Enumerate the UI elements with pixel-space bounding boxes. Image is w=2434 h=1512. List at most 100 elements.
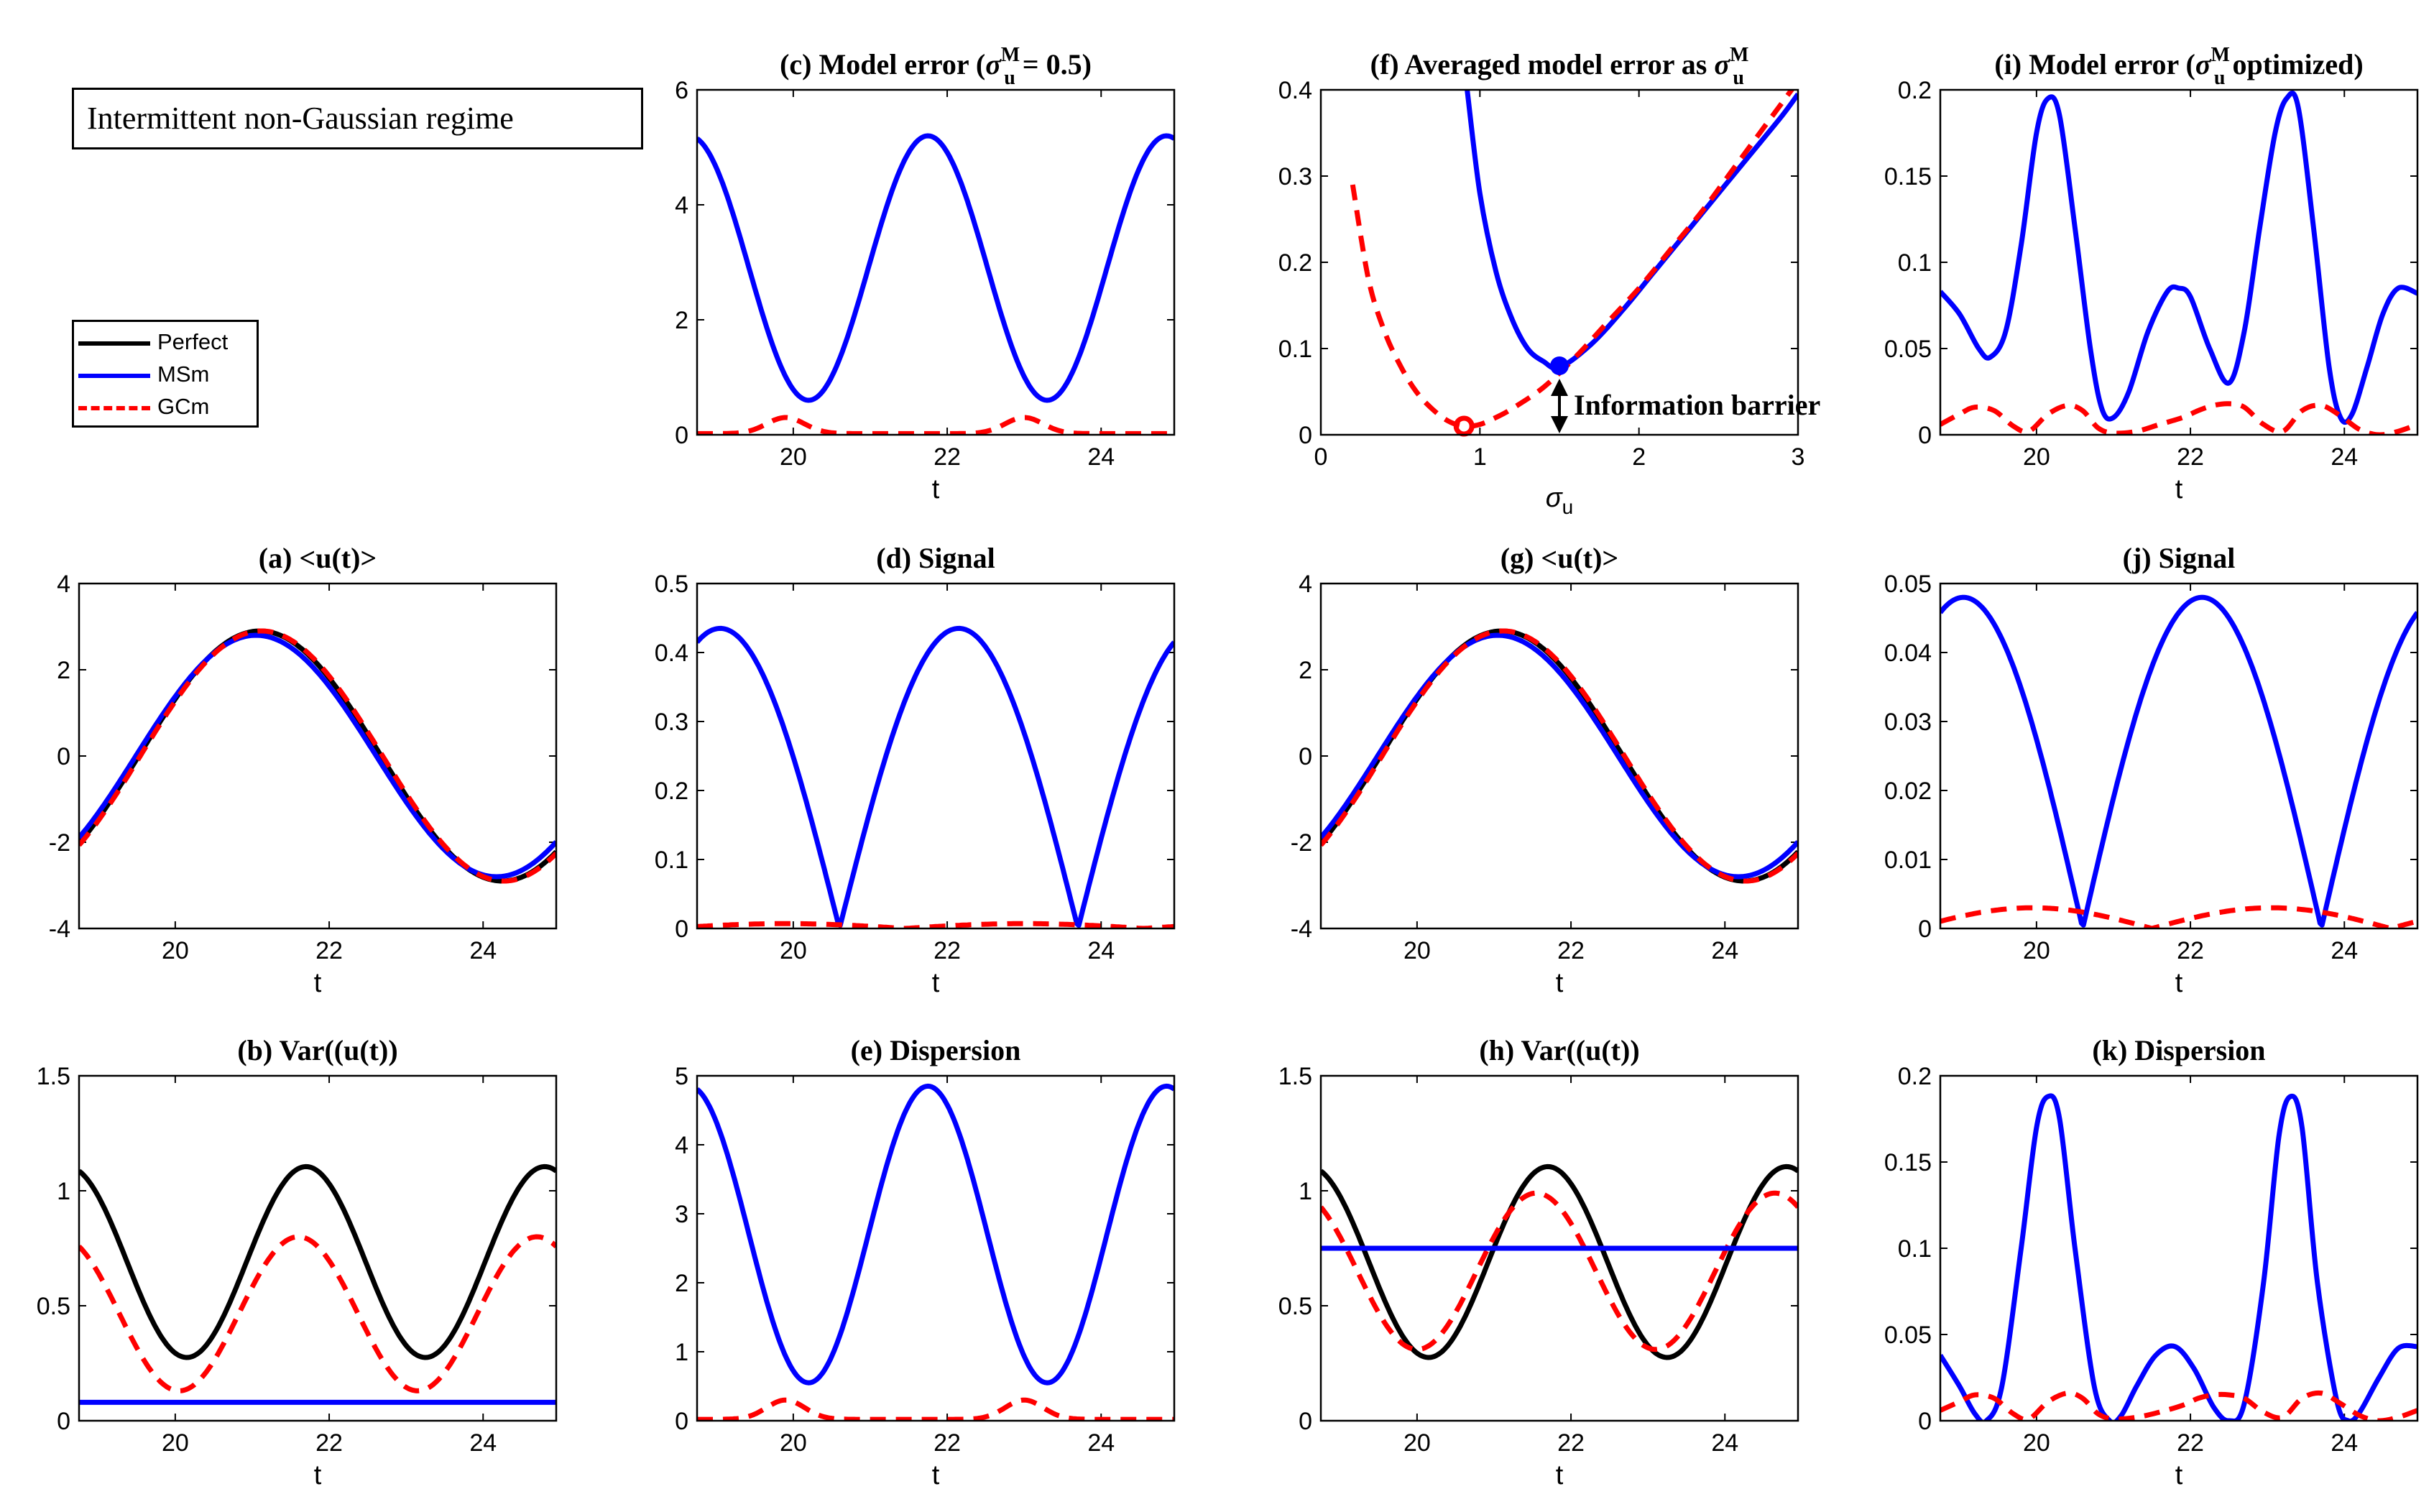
y-tick-label-g-4: 4 [1299, 571, 1312, 598]
y-tick-label-g-1: -2 [1291, 829, 1312, 857]
marker-optimum-msm [1550, 356, 1569, 375]
x-tick-label-e-0: 20 [780, 1429, 807, 1457]
x-tick-label-c-2: 24 [1087, 443, 1115, 471]
x-tick-label-a-2: 24 [469, 937, 497, 964]
x-tick-label-j-0: 20 [2023, 937, 2050, 964]
x-axis-label-h: t [1556, 1460, 1564, 1490]
y-tick-label-h-2: 1 [1299, 1178, 1312, 1205]
x-tick-label-e-1: 22 [934, 1429, 961, 1457]
plot-frame-i [1939, 88, 2419, 436]
x-axis-label-k: t [2175, 1460, 2183, 1490]
series-group-b [79, 1163, 556, 1405]
arrow-up-head [1551, 379, 1568, 396]
y-tick-label-f-4: 0.4 [1278, 77, 1312, 104]
y-tick-label-a-1: -2 [49, 829, 70, 857]
x-tick-label-c-0: 20 [780, 443, 807, 471]
plot-frame-h [1319, 1074, 1799, 1422]
y-tick-label-f-1: 0.1 [1278, 336, 1312, 363]
y-tick-label-i-1: 0.05 [1884, 336, 1932, 363]
series-msm-e [697, 1083, 1174, 1386]
y-tick-label-f-3: 0.3 [1278, 163, 1312, 190]
x-tick-label-f-3: 3 [1792, 443, 1805, 471]
panel-title-j: (j) Signal [2123, 542, 2236, 574]
x-tick-label-k-1: 22 [2177, 1429, 2204, 1457]
x-axis-label-i: t [2175, 474, 2183, 504]
x-axis-label-e: t [932, 1460, 940, 1490]
x-tick-label-d-0: 20 [780, 937, 807, 964]
panel-title-h: (h) Var((u(t)) [1479, 1034, 1639, 1066]
y-tick-label-g-2: 0 [1299, 743, 1312, 770]
panel-e: (e) Dispersion 20 22 24 0 1 2 3 4 5 t [675, 1034, 1176, 1490]
legend-swatch-gcm [78, 406, 150, 410]
panel-h: (h) Var((u(t)) 20 22 24 0 0.5 1 1.5 t [1278, 1034, 1799, 1490]
series-group-h [1321, 1163, 1798, 1360]
panel-i: (i) Model error (σM u optimized) 20 22 24 0 0.… [1884, 44, 2419, 504]
panel-k: (k) Dispersion 20 22 24 0 0.05 0.1 0.15 0.2 t [1884, 1034, 2419, 1490]
y-tick-label-j-0: 0 [1918, 916, 1932, 943]
x-axis-label-j: t [2175, 968, 2183, 998]
y-tick-label-d-1: 0.1 [655, 847, 688, 874]
plot-frame-e [696, 1074, 1176, 1422]
y-tick-label-c-2: 4 [675, 192, 688, 219]
series-group-e [697, 1083, 1174, 1421]
arrow-down-head [1551, 416, 1568, 433]
series-gcm-i [1940, 401, 2417, 435]
y-tick-label-k-3: 0.15 [1884, 1149, 1932, 1176]
x-tick-label-d-1: 22 [934, 937, 961, 964]
marker-optimum-gcm [1453, 415, 1475, 437]
series-msm-j [1940, 594, 2417, 928]
x-tick-label-b-2: 24 [469, 1429, 497, 1457]
y-tick-label-c-1: 2 [675, 307, 688, 334]
y-tick-label-j-1: 0.01 [1884, 847, 1932, 874]
panel-title-k: (k) Dispersion [2092, 1034, 2265, 1066]
series-gcm-k [1940, 1390, 2417, 1421]
series-group-a [79, 628, 556, 884]
y-tick-label-a-0: -4 [49, 916, 70, 943]
y-tick-label-e-0: 0 [675, 1408, 688, 1435]
legend-item-msm: MSm [78, 360, 254, 389]
x-tick-label-f-2: 2 [1632, 443, 1646, 471]
x-tick-label-h-0: 20 [1403, 1429, 1431, 1457]
series-group-i [1940, 91, 2417, 435]
x-tick-label-c-1: 22 [934, 443, 961, 471]
legend-item-perfect: Perfect [78, 328, 254, 356]
x-tick-label-k-2: 24 [2331, 1429, 2358, 1457]
legend-label-perfect: Perfect [157, 329, 229, 354]
x-tick-label-i-2: 24 [2331, 443, 2358, 471]
series-msm-f [1465, 90, 1798, 371]
series-gcm-d [697, 921, 1174, 928]
y-tick-label-b-1: 0.5 [37, 1293, 70, 1320]
y-tick-label-e-2: 2 [675, 1270, 688, 1297]
y-tick-label-b-2: 1 [57, 1178, 70, 1205]
series-gcm-e [697, 1397, 1174, 1421]
x-tick-label-i-0: 20 [2023, 443, 2050, 471]
x-tick-label-a-1: 22 [315, 937, 343, 964]
legend-item-gcm: GCm [78, 392, 254, 421]
series-gcm-f [1350, 90, 1795, 429]
series-group-j [1940, 594, 2417, 928]
y-tick-label-b-3: 1.5 [37, 1063, 70, 1090]
x-tick-label-e-2: 24 [1087, 1429, 1115, 1457]
y-tick-label-k-4: 0.2 [1898, 1063, 1932, 1090]
y-tick-label-j-4: 0.04 [1884, 640, 1932, 667]
y-tick-label-e-1: 1 [675, 1339, 688, 1366]
series-perfect-a [79, 628, 556, 884]
series-msm-i [1940, 91, 2417, 425]
series-group-g [1321, 628, 1798, 884]
y-tick-label-j-5: 0.05 [1884, 571, 1932, 598]
x-tick-label-b-1: 22 [315, 1429, 343, 1457]
series-perfect-g [1321, 628, 1798, 884]
series-msm-c [697, 133, 1174, 403]
y-tick-label-i-2: 0.1 [1898, 249, 1932, 277]
y-tick-label-i-4: 0.2 [1898, 77, 1932, 104]
series-gcm-j [1940, 905, 2417, 928]
series-msm-k [1940, 1093, 2417, 1421]
plot-frame-d [696, 582, 1176, 930]
x-tick-label-i-1: 22 [2177, 443, 2204, 471]
y-tick-label-a-3: 2 [57, 657, 70, 684]
y-tick-label-d-3: 0.3 [655, 709, 688, 736]
x-tick-label-b-0: 20 [162, 1429, 189, 1457]
y-tick-label-d-2: 0.2 [655, 778, 688, 805]
legend-label-gcm: GCm [157, 394, 210, 419]
